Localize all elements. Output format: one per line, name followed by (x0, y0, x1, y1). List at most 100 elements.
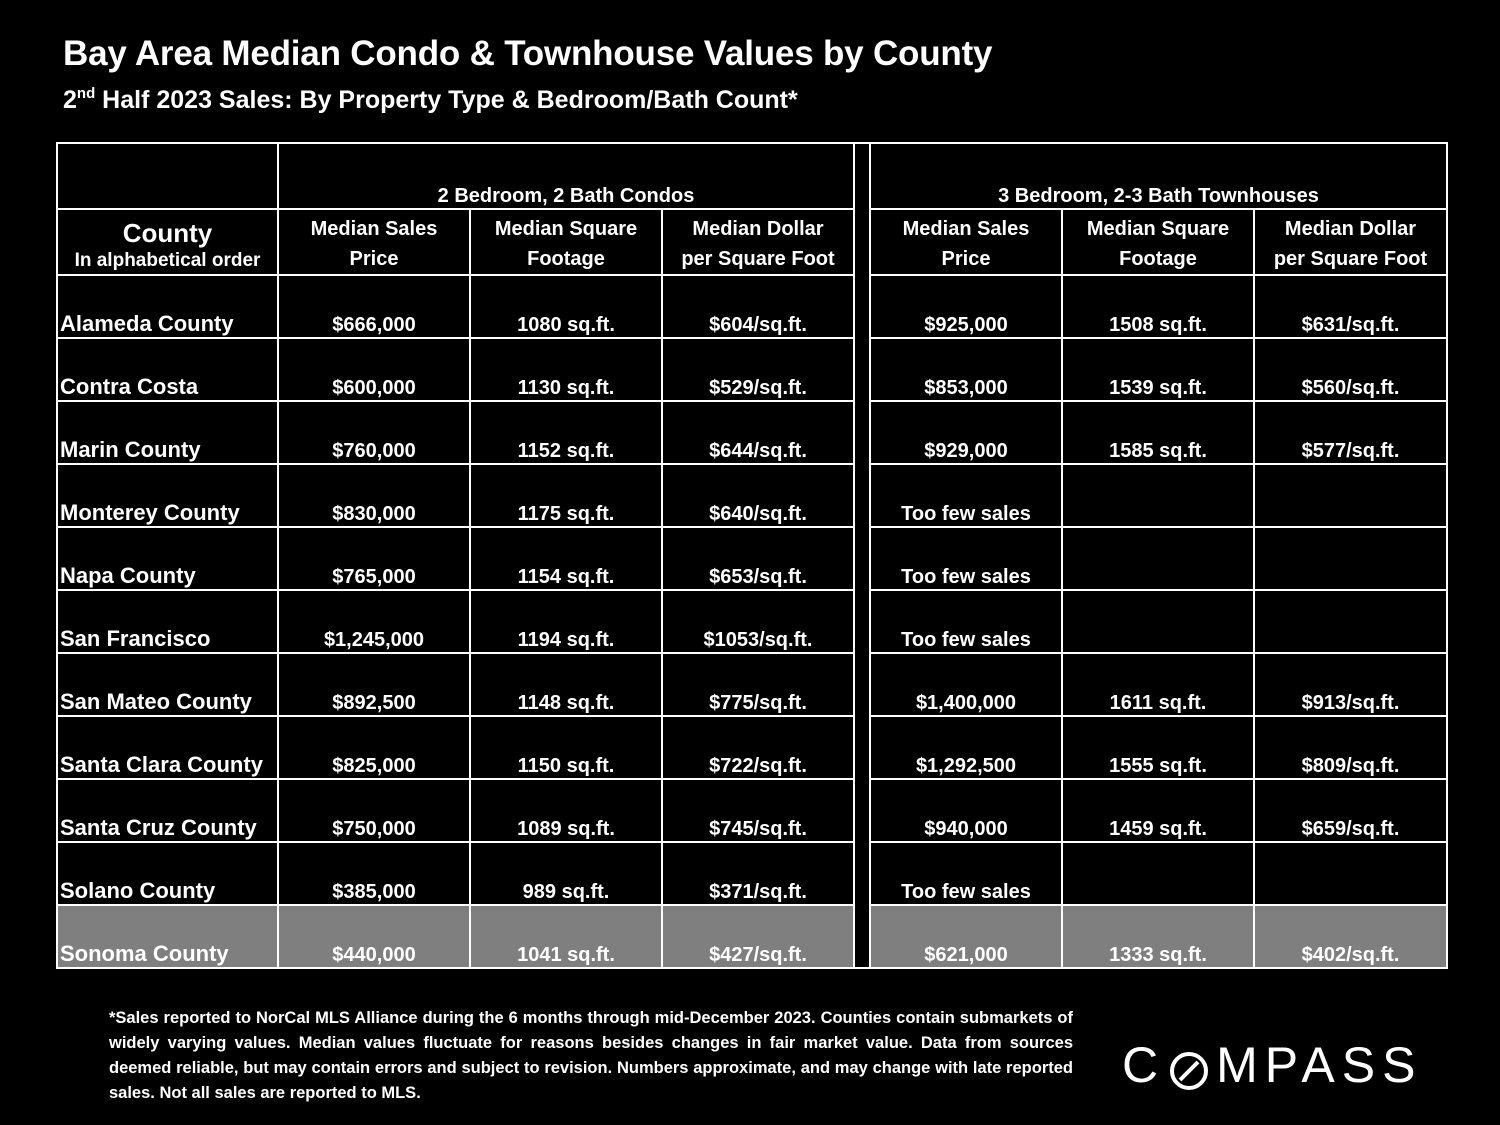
townhouse-median-sqft: 1459 sq.ft. (1061, 778, 1255, 843)
county-name: Monterey County (56, 463, 279, 528)
group-header-condos: 2 Bedroom, 2 Bath Condos (277, 142, 855, 210)
condo-median-price: $892,500 (277, 652, 471, 717)
condo-median-sqft: 1148 sq.ft. (469, 652, 663, 717)
condo-median-ppsf: $1053/sq.ft. (661, 589, 855, 654)
group-header-townhouses: 3 Bedroom, 2-3 Bath Townhouses (869, 142, 1448, 210)
footnote: *Sales reported to NorCal MLS Alliance d… (109, 1009, 1073, 1102)
townhouse-median-sqft (1061, 589, 1255, 654)
condo-median-sqft: 1150 sq.ft. (469, 715, 663, 780)
townhouse-median-ppsf: $631/sq.ft. (1253, 274, 1448, 339)
county-column-header: County In alphabetical order (56, 208, 279, 276)
townhouse-ppsf-header: Median Dollar per Square Foot (1253, 208, 1448, 276)
county-header-label: County (122, 218, 213, 248)
condo-median-sqft: 1194 sq.ft. (469, 589, 663, 654)
county-name: Contra Costa (56, 337, 279, 402)
condo-median-sqft: 989 sq.ft. (469, 841, 663, 906)
group-header-blank (56, 142, 279, 210)
county-name: San Mateo County (56, 652, 279, 717)
table-row: San Francisco $1,245,000 1194 sq.ft. $1053/… (56, 589, 1448, 654)
column-separator (853, 142, 871, 969)
townhouse-median-sqft: 1611 sq.ft. (1061, 652, 1255, 717)
compass-o-icon (1169, 1045, 1209, 1090)
condo-median-sqft: 1154 sq.ft. (469, 526, 663, 591)
townhouse-price-header: Median Sales Price (869, 208, 1063, 276)
page-subtitle: 2nd Half 2023 Sales: By Property Type & … (63, 86, 798, 115)
condo-median-price: $830,000 (277, 463, 471, 528)
condo-median-ppsf: $371/sq.ft. (661, 841, 855, 906)
condo-median-price: $765,000 (277, 526, 471, 591)
condo-median-price: $760,000 (277, 400, 471, 465)
townhouse-median-price: $940,000 (869, 778, 1063, 843)
logo-letters-rest: MPASS (1216, 1037, 1423, 1093)
compass-logo: C MPASS (1122, 1036, 1422, 1094)
condo-median-ppsf: $427/sq.ft. (661, 904, 855, 969)
county-name: Alameda County (56, 274, 279, 339)
table-row: Santa Cruz County $750,000 1089 sq.ft. $745… (56, 778, 1448, 843)
townhouse-median-sqft: 1539 sq.ft. (1061, 337, 1255, 402)
townhouse-median-sqft: 1585 sq.ft. (1061, 400, 1255, 465)
logo-letter-c: C (1122, 1037, 1166, 1093)
subtitle-text: Half 2023 Sales: By Property Type & Bedr… (95, 86, 798, 114)
condo-median-sqft: 1130 sq.ft. (469, 337, 663, 402)
table-row: San Mateo County $892,500 1148 sq.ft. $775/… (56, 652, 1448, 717)
condo-median-ppsf: $644/sq.ft. (661, 400, 855, 465)
page-title: Bay Area Median Condo & Townhouse Values… (63, 34, 993, 73)
table-row: Napa County $765,000 1154 sq.ft. $653/sq.ft… (56, 526, 1448, 591)
townhouse-median-ppsf: $659/sq.ft. (1253, 778, 1448, 843)
condo-median-ppsf: $775/sq.ft. (661, 652, 855, 717)
townhouse-median-price: $1,400,000 (869, 652, 1063, 717)
townhouse-median-ppsf (1253, 589, 1448, 654)
condo-median-ppsf: $529/sq.ft. (661, 337, 855, 402)
townhouse-median-ppsf (1253, 841, 1448, 906)
table-row: Monterey County $830,000 1175 sq.ft. $640/s… (56, 463, 1448, 528)
townhouse-median-price: $925,000 (869, 274, 1063, 339)
table-row: Sonoma County $440,000 1041 sq.ft. $427/sq.… (56, 904, 1448, 969)
townhouse-median-sqft: 1555 sq.ft. (1061, 715, 1255, 780)
county-name: Santa Cruz County (56, 778, 279, 843)
table-row: Alameda County $666,000 1080 sq.ft. $604/sq… (56, 274, 1448, 339)
condo-median-price: $825,000 (277, 715, 471, 780)
townhouse-median-sqft: 1333 sq.ft. (1061, 904, 1255, 969)
condo-median-ppsf: $745/sq.ft. (661, 778, 855, 843)
townhouse-median-price: $853,000 (869, 337, 1063, 402)
condo-median-price: $440,000 (277, 904, 471, 969)
townhouse-median-sqft (1061, 526, 1255, 591)
condo-median-price: $750,000 (277, 778, 471, 843)
county-name: Santa Clara County (56, 715, 279, 780)
townhouse-median-price: $621,000 (869, 904, 1063, 969)
table-row: Marin County $760,000 1152 sq.ft. $644/sq.f… (56, 400, 1448, 465)
townhouse-median-sqft (1061, 463, 1255, 528)
condo-median-ppsf: $653/sq.ft. (661, 526, 855, 591)
county-name: Sonoma County (56, 904, 279, 969)
townhouse-median-price: Too few sales (869, 463, 1063, 528)
condo-median-ppsf: $604/sq.ft. (661, 274, 855, 339)
group-header-row: 2 Bedroom, 2 Bath Condos 3 Bedroom, 2-3 … (56, 142, 1448, 969)
table-row: Santa Clara County $825,000 1150 sq.ft. $72… (56, 715, 1448, 780)
county-values-table: 2 Bedroom, 2 Bath Condos 3 Bedroom, 2-3 … (56, 142, 1448, 969)
condo-price-header: Median Sales Price (277, 208, 471, 276)
county-name: Napa County (56, 526, 279, 591)
condo-median-price: $385,000 (277, 841, 471, 906)
townhouse-median-ppsf (1253, 463, 1448, 528)
townhouse-median-ppsf: $402/sq.ft. (1253, 904, 1448, 969)
condo-ppsf-header: Median Dollar per Square Foot (661, 208, 855, 276)
column-header-row: County In alphabetical order Median Sale… (56, 208, 1448, 276)
condo-median-sqft: 1080 sq.ft. (469, 274, 663, 339)
condo-median-ppsf: $640/sq.ft. (661, 463, 855, 528)
townhouse-median-ppsf: $809/sq.ft. (1253, 715, 1448, 780)
county-header-sublabel: In alphabetical order (74, 250, 261, 271)
condo-sqft-header: Median Square Footage (469, 208, 663, 276)
townhouse-median-price: Too few sales (869, 841, 1063, 906)
county-name: San Francisco (56, 589, 279, 654)
townhouse-median-sqft (1061, 841, 1255, 906)
condo-median-sqft: 1089 sq.ft. (469, 778, 663, 843)
townhouse-sqft-header: Median Square Footage (1061, 208, 1255, 276)
townhouse-median-price: Too few sales (869, 589, 1063, 654)
condo-median-sqft: 1175 sq.ft. (469, 463, 663, 528)
condo-median-price: $1,245,000 (277, 589, 471, 654)
county-name: Marin County (56, 400, 279, 465)
townhouse-median-price: Too few sales (869, 526, 1063, 591)
condo-median-price: $600,000 (277, 337, 471, 402)
townhouse-median-sqft: 1508 sq.ft. (1061, 274, 1255, 339)
townhouse-median-price: $929,000 (869, 400, 1063, 465)
